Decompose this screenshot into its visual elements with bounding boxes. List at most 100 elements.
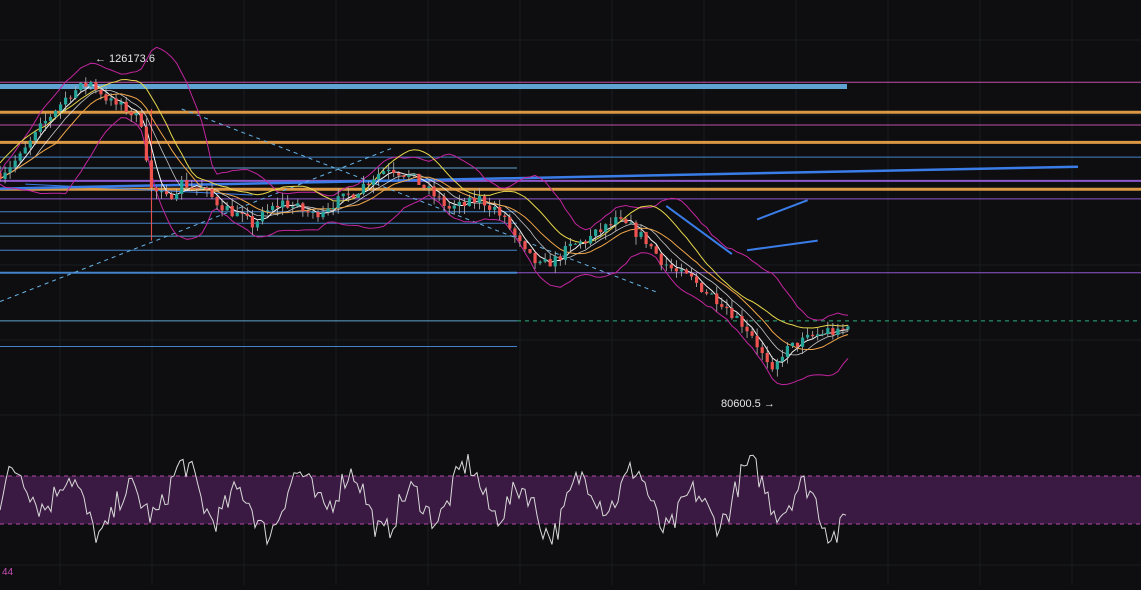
candle[interactable]: [0, 165, 2, 182]
candle[interactable]: [356, 193, 360, 198]
candle[interactable]: [240, 205, 244, 222]
candle[interactable]: [427, 179, 431, 195]
candle[interactable]: [634, 220, 638, 245]
candle[interactable]: [124, 96, 128, 115]
candle[interactable]: [291, 201, 295, 215]
candle[interactable]: [69, 95, 73, 103]
trend-line[interactable]: [756, 199, 808, 221]
candle[interactable]: [467, 194, 472, 207]
candle[interactable]: [654, 244, 658, 255]
candle[interactable]: [407, 170, 411, 182]
candle[interactable]: [679, 263, 684, 277]
candle[interactable]: [89, 80, 93, 91]
candle[interactable]: [346, 187, 350, 202]
candle[interactable]: [477, 188, 482, 210]
candle[interactable]: [508, 213, 512, 231]
candle[interactable]: [13, 154, 17, 173]
candle[interactable]: [250, 210, 254, 235]
candle[interactable]: [609, 217, 613, 229]
candle[interactable]: [806, 328, 810, 340]
candle[interactable]: [826, 321, 830, 337]
candle[interactable]: [432, 179, 436, 205]
candle[interactable]: [588, 229, 593, 246]
candle[interactable]: [583, 239, 588, 249]
candle[interactable]: [745, 319, 749, 339]
candle[interactable]: [245, 207, 249, 220]
oscillator-pane[interactable]: [0, 454, 1141, 546]
candle[interactable]: [422, 184, 426, 191]
horizontal-levels[interactable]: [0, 81, 1141, 348]
candle[interactable]: [472, 190, 477, 209]
candle[interactable]: [700, 282, 704, 293]
candle[interactable]: [23, 141, 27, 154]
candle[interactable]: [578, 239, 583, 249]
candle[interactable]: [674, 260, 678, 278]
candle[interactable]: [376, 168, 381, 186]
candle[interactable]: [316, 209, 320, 222]
candle[interactable]: [816, 328, 820, 341]
candle[interactable]: [301, 201, 305, 217]
candle[interactable]: [235, 205, 239, 217]
candle[interactable]: [336, 188, 340, 214]
candle[interactable]: [387, 163, 391, 180]
candle[interactable]: [114, 94, 118, 111]
candle[interactable]: [629, 214, 633, 224]
candle[interactable]: [366, 182, 371, 191]
candle[interactable]: [220, 198, 224, 217]
candle[interactable]: [790, 342, 795, 349]
candle[interactable]: [523, 240, 527, 252]
candle[interactable]: [84, 77, 88, 95]
candle[interactable]: [659, 252, 663, 271]
candle[interactable]: [568, 237, 572, 253]
candle[interactable]: [684, 268, 689, 275]
candle[interactable]: [104, 86, 108, 105]
candle[interactable]: [296, 199, 300, 208]
candle[interactable]: [210, 183, 214, 200]
candle[interactable]: [321, 205, 325, 220]
candle[interactable]: [482, 194, 487, 213]
candle[interactable]: [129, 108, 133, 122]
candle[interactable]: [255, 219, 260, 231]
trend-line[interactable]: [25, 183, 253, 196]
candle[interactable]: [775, 358, 779, 377]
candle[interactable]: [215, 195, 219, 210]
candle[interactable]: [599, 222, 603, 238]
candle[interactable]: [437, 190, 441, 202]
candle[interactable]: [74, 86, 78, 100]
candle[interactable]: [669, 258, 673, 272]
candle[interactable]: [513, 226, 517, 243]
candle[interactable]: [361, 175, 366, 196]
candle[interactable]: [689, 268, 694, 281]
candle[interactable]: [326, 202, 330, 216]
candle[interactable]: [164, 184, 169, 197]
trend-line[interactable]: [665, 205, 733, 255]
candle[interactable]: [488, 197, 492, 217]
candle[interactable]: [281, 193, 285, 216]
candle[interactable]: [392, 162, 396, 178]
candle[interactable]: [270, 202, 275, 212]
candle[interactable]: [614, 210, 618, 231]
candle[interactable]: [558, 253, 562, 266]
candle[interactable]: [331, 201, 335, 216]
candle[interactable]: [175, 188, 179, 202]
candle[interactable]: [846, 325, 850, 332]
trend-line[interactable]: [746, 239, 818, 252]
candle[interactable]: [3, 166, 7, 184]
candle[interactable]: [144, 118, 148, 163]
candle[interactable]: [664, 257, 668, 272]
candle[interactable]: [205, 186, 209, 197]
candle[interactable]: [190, 179, 194, 189]
candle[interactable]: [462, 197, 466, 214]
candle[interactable]: [498, 199, 502, 221]
candle[interactable]: [720, 297, 724, 310]
candle[interactable]: [447, 201, 451, 215]
candle[interactable]: [149, 159, 154, 192]
candle[interactable]: [53, 109, 58, 120]
candle[interactable]: [79, 82, 83, 94]
candle[interactable]: [604, 223, 608, 240]
candle[interactable]: [306, 206, 310, 217]
candle[interactable]: [624, 217, 628, 225]
candle[interactable]: [785, 342, 790, 364]
